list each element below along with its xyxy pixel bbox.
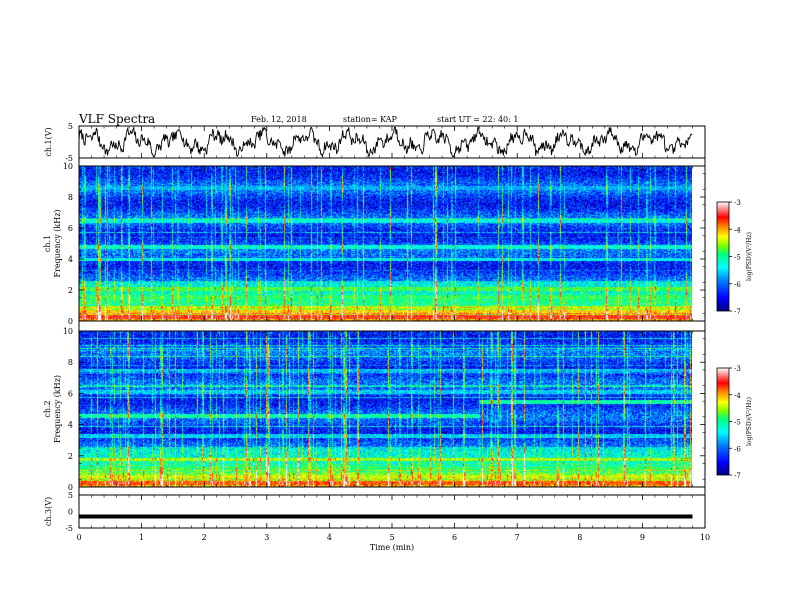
spectrogram-ylabel-channel: ch.2 — [43, 400, 52, 417]
time-axis-tick: 2 — [202, 533, 207, 542]
time-axis-tick: 3 — [264, 533, 269, 542]
spectrogram-ytick: 2 — [68, 452, 73, 461]
ch3-ytick: 0 — [68, 508, 73, 517]
time-axis-tick: 1 — [139, 533, 144, 542]
time-axis-label: Time (min) — [370, 543, 414, 552]
spectrogram-image — [79, 331, 692, 487]
ch1-ytick: 5 — [68, 122, 73, 131]
ch1-waveform-line — [78, 125, 693, 159]
spectrogram-ytick: 10 — [63, 162, 73, 171]
colorbar-ch1: -3 -4 -5 -6 -7 log(PSD)(V²/Hz) — [716, 199, 753, 316]
colorbar-tick: -4 — [734, 392, 741, 400]
ch3-ylabel: ch.3(V) — [44, 497, 53, 526]
colorbar-tick: -5 — [734, 419, 741, 427]
spectrogram-image — [79, 166, 692, 321]
start-ut-label: start UT = 22: 40: 1 — [437, 115, 519, 124]
spectrogram-ylabel: Frequency (kHz) — [53, 209, 62, 277]
time-axis-tick: 0 — [76, 533, 81, 542]
time-axis-tick: 7 — [515, 533, 520, 542]
colorbar-scale — [716, 201, 730, 312]
time-axis-tick: 5 — [389, 533, 394, 542]
spectrogram-ylabel: Frequency (kHz) — [53, 375, 62, 443]
ch1-spectrogram-panel: 0 2 4 6 8 10 ch.1 Frequency (kHz) — [43, 162, 706, 326]
ch1-ytick: -5 — [65, 154, 73, 163]
spectrogram-ytick: 6 — [68, 389, 73, 398]
spectrogram-ytick: 2 — [68, 286, 73, 295]
time-axis: 0 1 2 3 4 5 6 7 8 9 10 Time (min) — [76, 158, 710, 552]
ch3-ytick: -5 — [65, 524, 73, 533]
colorbar-tick: -7 — [734, 472, 741, 480]
spectrogram-ytick: 8 — [68, 193, 73, 202]
time-axis-tick: 6 — [452, 533, 457, 542]
spectrogram-ytick: 10 — [63, 327, 73, 336]
colorbar-label: log(PSD)(V²/Hz) — [746, 232, 753, 281]
colorbar-ch2: -3 -4 -5 -6 -7 log(PSD)(V²/Hz) — [716, 365, 753, 480]
chart-title: VLF Spectra — [79, 112, 156, 126]
colorbar-tick: -7 — [734, 308, 741, 316]
colorbar-tick: -6 — [734, 281, 741, 289]
colorbar-tick: -5 — [734, 254, 741, 262]
time-axis-tick: 9 — [640, 533, 645, 542]
date-label: Feb. 12, 2018 — [251, 115, 307, 124]
ch1-ylabel: ch.1(V) — [44, 127, 53, 156]
time-axis-tick: 8 — [577, 533, 582, 542]
spectrogram-ytick: 4 — [68, 255, 73, 264]
spectrogram-ytick: 4 — [68, 421, 73, 430]
ch3-waveform-panel: 5 0 -5 ch.3(V) — [44, 491, 706, 533]
colorbar-tick: -4 — [734, 226, 741, 234]
colorbar-tick: -6 — [734, 445, 741, 453]
ch2-spectrogram-panel: 0 2 4 6 8 10 ch.2 Frequency (kHz) — [43, 327, 706, 492]
spectrogram-ytick: 6 — [68, 224, 73, 233]
station-label: station= KAP — [343, 115, 397, 124]
ch3-ytick: 5 — [68, 491, 73, 500]
spectrogram-ytick: 0 — [68, 483, 73, 492]
spectrogram-ytick: 0 — [68, 317, 73, 326]
spectrogram-ylabel-channel: ch.1 — [43, 235, 52, 252]
colorbar-tick: -3 — [734, 199, 741, 207]
spectrogram-ytick: 8 — [68, 358, 73, 367]
colorbar-label: log(PSD)(V²/Hz) — [746, 397, 753, 446]
time-axis-tick: 10 — [700, 533, 710, 542]
time-axis-tick: 4 — [327, 533, 332, 542]
ch1-waveform-panel: 5 -5 ch.1(V) — [44, 122, 706, 163]
colorbar-tick: -3 — [734, 365, 741, 373]
colorbar-scale — [716, 367, 730, 476]
